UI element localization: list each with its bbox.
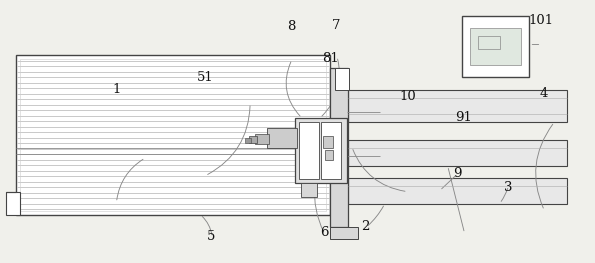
Bar bbox=[301, 183, 317, 197]
Text: 81: 81 bbox=[322, 52, 339, 65]
Text: 1: 1 bbox=[112, 83, 121, 96]
Bar bbox=[321, 122, 341, 179]
Bar bbox=[323, 136, 333, 148]
Text: 3: 3 bbox=[504, 181, 512, 194]
Bar bbox=[462, 16, 530, 77]
Bar bbox=[20, 59, 326, 211]
Text: 8: 8 bbox=[287, 20, 296, 33]
Bar bbox=[348, 90, 568, 122]
Bar bbox=[478, 36, 500, 49]
Text: 4: 4 bbox=[540, 87, 548, 100]
Bar bbox=[348, 178, 568, 204]
Bar bbox=[249, 136, 257, 143]
Bar bbox=[325, 150, 333, 160]
Text: 10: 10 bbox=[399, 90, 416, 103]
Bar bbox=[299, 122, 319, 179]
Bar bbox=[255, 134, 269, 144]
Bar bbox=[267, 128, 297, 148]
Text: 5: 5 bbox=[207, 230, 215, 243]
Text: 6: 6 bbox=[320, 226, 328, 239]
Text: 51: 51 bbox=[197, 71, 214, 84]
Text: 7: 7 bbox=[332, 19, 340, 32]
Bar bbox=[295, 118, 347, 183]
Text: 9: 9 bbox=[453, 167, 462, 180]
Bar bbox=[15, 55, 330, 215]
Bar bbox=[469, 28, 521, 65]
Bar bbox=[335, 68, 349, 90]
Bar bbox=[330, 68, 348, 227]
Bar bbox=[330, 227, 358, 239]
Bar bbox=[6, 192, 20, 215]
Text: 101: 101 bbox=[528, 14, 553, 27]
Text: 91: 91 bbox=[455, 111, 472, 124]
Bar bbox=[348, 140, 568, 166]
Text: 2: 2 bbox=[362, 220, 370, 234]
Bar bbox=[245, 138, 251, 143]
